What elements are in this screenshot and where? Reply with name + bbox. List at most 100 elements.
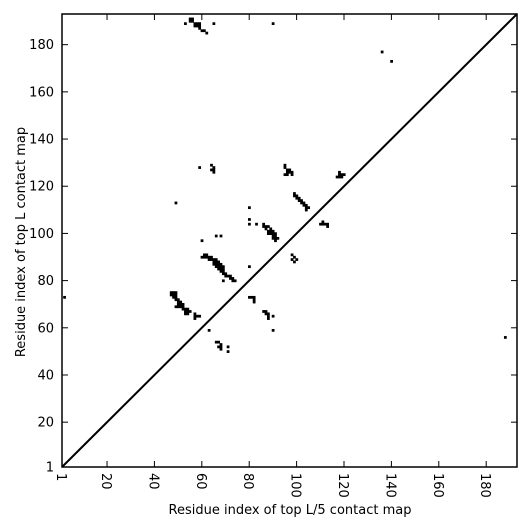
contact-point xyxy=(203,253,206,257)
contact-point xyxy=(179,300,183,304)
contact-point xyxy=(174,293,178,297)
contact-point xyxy=(181,303,185,306)
contact-point xyxy=(174,295,178,299)
x-tick-label: 20 xyxy=(98,473,113,490)
contact-point xyxy=(271,328,275,332)
contact-point xyxy=(319,222,322,226)
contact-point xyxy=(176,303,180,306)
contact-point xyxy=(380,50,384,54)
contact-point xyxy=(271,229,275,233)
contact-point xyxy=(229,274,232,278)
x-tick-label: 1 xyxy=(53,473,68,481)
contact-point xyxy=(176,305,180,309)
contact-point xyxy=(290,253,294,257)
contact-point xyxy=(231,277,235,280)
contact-point xyxy=(219,267,223,271)
contact-point xyxy=(290,173,294,177)
contact-point xyxy=(297,199,301,202)
contact-point xyxy=(321,222,325,226)
contact-point xyxy=(219,343,223,346)
contact-point xyxy=(252,298,256,302)
contact-point xyxy=(219,269,223,273)
contact-point xyxy=(248,295,251,299)
plot-frame xyxy=(61,13,518,468)
contact-point xyxy=(293,192,296,195)
contact-point xyxy=(304,206,308,210)
contact-point xyxy=(210,258,213,261)
x-tick-label: 80 xyxy=(240,473,255,490)
contact-point xyxy=(198,24,202,28)
contact-point xyxy=(179,305,183,309)
contact-point xyxy=(191,19,194,23)
contact-point xyxy=(338,170,341,174)
contact-point xyxy=(205,255,209,259)
contact-point xyxy=(269,232,273,236)
x-tick-label: 40 xyxy=(145,473,160,490)
contact-point xyxy=(188,19,192,23)
contact-point xyxy=(193,312,197,316)
x-tick-label: 100 xyxy=(288,473,303,498)
contact-point xyxy=(212,168,216,172)
contact-point xyxy=(300,199,303,202)
contact-point xyxy=(285,168,289,172)
contact-point xyxy=(264,225,268,228)
contact-point xyxy=(176,298,180,302)
contact-point xyxy=(221,279,225,283)
contact-point xyxy=(269,227,273,231)
contact-point xyxy=(181,307,185,311)
contact-point xyxy=(271,22,275,26)
contact-point xyxy=(219,262,223,266)
contact-point xyxy=(212,22,216,26)
contact-point xyxy=(283,173,287,177)
contact-point xyxy=(174,305,178,309)
contact-point xyxy=(283,163,287,167)
contact-point xyxy=(248,222,251,226)
contact-point xyxy=(295,258,299,261)
contact-point xyxy=(340,175,344,179)
contact-point xyxy=(231,279,235,283)
contact-point xyxy=(214,265,218,269)
contact-point xyxy=(293,255,296,259)
y-tick-label: 20 xyxy=(37,416,54,431)
contact-point xyxy=(274,232,277,236)
contact-point xyxy=(288,170,292,174)
contact-point xyxy=(214,234,218,238)
contact-point xyxy=(221,267,225,271)
contact-point xyxy=(188,310,192,313)
contact-point xyxy=(212,260,216,264)
contact-point xyxy=(250,295,254,299)
contact-point xyxy=(184,22,187,26)
contact-point xyxy=(214,258,218,261)
contact-point xyxy=(293,260,296,264)
contact-point xyxy=(285,173,289,177)
contact-point xyxy=(221,272,225,276)
axis-ticks: 1 20 40 60 80 100 120 140 160 1801204060801001201… xyxy=(29,14,517,498)
contact-point xyxy=(219,265,223,269)
contact-point xyxy=(266,312,270,316)
contact-point xyxy=(295,194,299,198)
contact-point xyxy=(200,239,204,243)
contact-point xyxy=(174,201,178,205)
contact-point xyxy=(214,262,218,266)
y-tick-label: 120 xyxy=(29,180,54,195)
contact-point xyxy=(219,234,223,238)
contact-point xyxy=(266,317,270,320)
x-tick-label: 140 xyxy=(382,473,397,498)
contact-point xyxy=(174,291,178,294)
contact-point xyxy=(221,265,225,269)
contact-point xyxy=(224,274,228,278)
contact-point xyxy=(200,255,204,259)
contact-point xyxy=(266,229,270,233)
contact-point xyxy=(226,350,230,353)
contact-point xyxy=(262,225,266,228)
contact-point xyxy=(181,305,185,309)
contact-point xyxy=(326,222,330,226)
contact-point xyxy=(219,347,223,351)
contact-point xyxy=(271,232,275,236)
contact-point xyxy=(210,163,213,167)
contact-point xyxy=(338,175,341,179)
contact-point xyxy=(503,336,507,339)
contact-point xyxy=(302,203,306,207)
contact-point xyxy=(210,255,213,259)
x-tick-label: 180 xyxy=(477,473,492,498)
